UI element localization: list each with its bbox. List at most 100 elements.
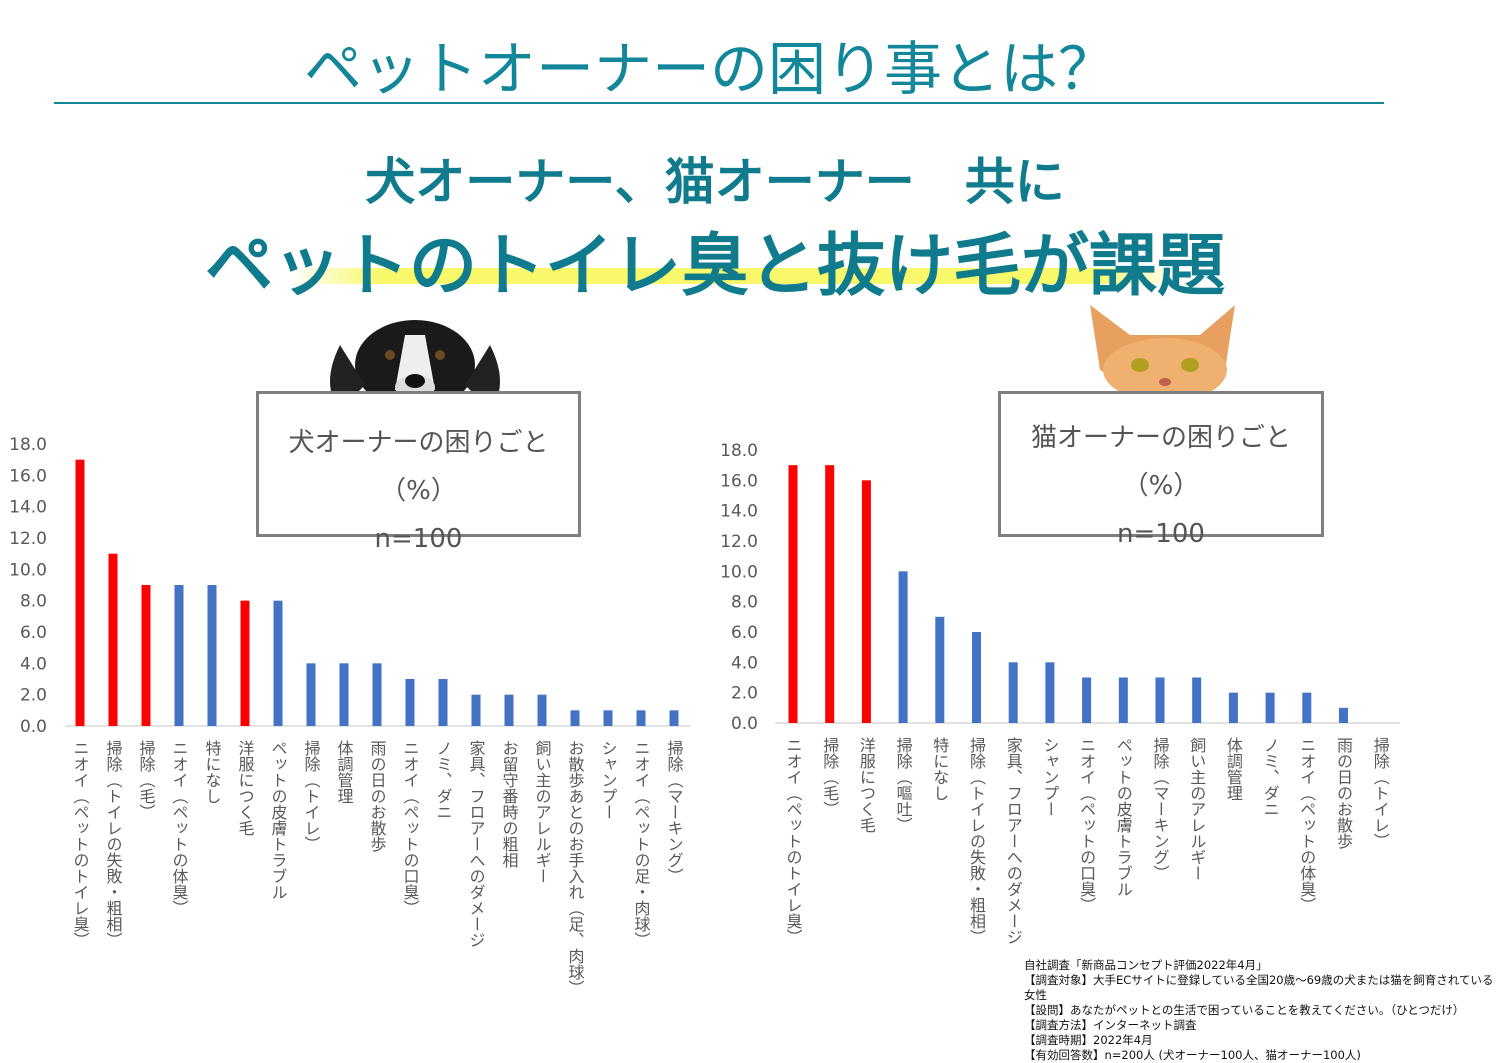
cat-y-tick-label: 14.0: [720, 502, 758, 522]
cat-bar: [788, 465, 798, 723]
dog-y-tick-label: 16.0: [9, 466, 47, 486]
cat-bar: [1082, 677, 1092, 723]
subtitle: 犬オーナー、猫オーナー 共に: [365, 153, 1065, 211]
cat-x-tick-label: シャンプー: [1040, 737, 1059, 817]
cat-x-tick-label: 掃除（嘔吐）: [894, 737, 913, 833]
dog-x-tick-label: ニオイ（ペットの口臭）: [401, 740, 420, 916]
cat-bar: [1228, 692, 1238, 723]
cat-y-tick-label: 0.0: [731, 714, 758, 734]
dog-y-tick-label: 12.0: [9, 529, 47, 549]
dog-x-tick-label: 雨の日のお散歩: [368, 740, 387, 852]
cat-x-tick-label: 掃除（トイレ）: [1371, 737, 1390, 849]
dog-y-tick-label: 2.0: [20, 686, 47, 706]
note-line: 【調査対象】大手ECサイトに登録している全国20歳～69歳の犬または猫を飼育され…: [1024, 973, 1494, 1002]
dog-y-tick-label: 14.0: [9, 498, 47, 518]
dog-y-tick-label: 10.0: [9, 560, 47, 580]
highlight-marker: [292, 268, 1182, 284]
cat-bar: [1302, 692, 1312, 723]
cat-x-tick-label: ノミ、ダニ: [1261, 737, 1280, 817]
cat-bar: [1265, 692, 1275, 723]
dog-bar: [75, 459, 85, 726]
dog-x-tick-label: ニオイ（ペットのトイレ臭）: [71, 740, 90, 948]
dog-x-tick-label: ニオイ（ペットの足・肉球）: [632, 740, 651, 948]
cat-bar: [1118, 677, 1128, 723]
dog-bar: [306, 663, 316, 726]
cat-y-tick-label: 4.0: [731, 653, 758, 673]
cat-x-tick-label: 掃除（トイレの失敗・粗相）: [967, 737, 986, 945]
cat-x-tick-label: 洋服につく毛: [857, 737, 876, 833]
cat-bar: [825, 465, 835, 723]
cat-x-tick-label: ペットの皮膚トラブル: [1114, 737, 1133, 897]
cat-chart-title: 猫オーナーの困りごと（%）: [1030, 423, 1291, 501]
dog-bar: [438, 679, 448, 726]
dog-x-tick-label: ニオイ（ペットの体臭）: [170, 740, 189, 916]
cat-y-tick-label: 16.0: [720, 471, 758, 491]
cat-x-tick-label: 特になし: [930, 737, 949, 801]
cat-x-tick-label: 家具、フロアーへのダメージ: [1004, 737, 1023, 945]
cat-x-tick-label: 雨の日のお散歩: [1334, 737, 1353, 849]
note-line: 【調査方法】インターネット調査: [1024, 1018, 1197, 1032]
cat-y-tick-label: 18.0: [720, 441, 758, 461]
dog-bar: [174, 585, 184, 726]
cat-y-tick-label: 10.0: [720, 562, 758, 582]
cat-bar: [1008, 662, 1018, 723]
note-line: 【設問】あなたがペットとの生活で困っていることを教えてください。（ひとつだけ）: [1024, 1003, 1465, 1017]
cat-bar: [861, 480, 871, 723]
dog-y-tick-label: 8.0: [20, 592, 47, 612]
cat-x-tick-label: ニオイ（ペットの体臭）: [1297, 737, 1316, 913]
cat-x-tick-label: 飼い主のアレルギー: [1187, 737, 1206, 881]
page-title: ペットオーナーの困り事とは？: [303, 35, 1116, 103]
cat-y-tick-label: 2.0: [731, 684, 758, 704]
cat-chart-legend-box: 猫オーナーの困りごと（%） n=100: [998, 391, 1324, 549]
cat-bar: [1339, 707, 1348, 723]
dog-chart-title: 犬オーナーの困りごと（%）: [288, 428, 549, 506]
cat-y-tick-label: 12.0: [720, 532, 758, 552]
title-divider: [54, 102, 1384, 104]
dog-x-tick-label: 飼い主のアレルギー: [533, 740, 552, 884]
dog-bar: [207, 585, 217, 726]
cat-y-tick-label: 8.0: [731, 593, 758, 613]
dog-y-tick-label: 18.0: [9, 435, 47, 455]
dog-x-tick-label: 洋服につく毛: [236, 740, 255, 836]
cat-x-tick-label: 掃除（毛）: [820, 737, 839, 817]
cat-y-tick-label: 6.0: [731, 623, 758, 643]
dog-bar: [372, 663, 382, 726]
dog-bar: [471, 694, 481, 726]
dog-bar: [669, 710, 679, 726]
cat-bar: [898, 571, 908, 723]
cat-bar: [1155, 677, 1165, 723]
dog-x-tick-label: 掃除（毛）: [137, 740, 156, 820]
dog-x-tick-label: シャンプー: [599, 740, 618, 820]
dog-bar: [141, 585, 151, 726]
dog-x-tick-label: 特になし: [203, 740, 222, 804]
dog-chart-legend-box: 犬オーナーの困りごと（%） n=100: [256, 391, 581, 554]
cat-chart-n: n=100: [1117, 519, 1205, 549]
dog-y-tick-label: 4.0: [20, 654, 47, 674]
dog-bar: [273, 600, 283, 726]
dog-y-tick-label: 0.0: [20, 717, 47, 737]
cat-x-tick-label: 掃除（マーキング）: [1151, 737, 1170, 881]
dog-bar: [603, 710, 613, 726]
dog-bar: [240, 600, 250, 726]
dog-x-tick-label: 掃除（トイレ）: [302, 740, 321, 852]
dog-bar: [108, 553, 118, 726]
cat-image: [1090, 305, 1235, 395]
cat-bar: [1192, 677, 1202, 723]
dog-chart-n: n=100: [374, 524, 463, 554]
cat-bar: [935, 616, 945, 723]
dog-bar: [636, 710, 646, 726]
dog-x-tick-label: 体調管理: [335, 740, 354, 804]
dog-bar: [405, 679, 415, 726]
note-line: 【調査時期】2022年4月: [1024, 1033, 1153, 1047]
cat-bar: [972, 632, 981, 723]
dog-bar: [339, 663, 349, 726]
dog-x-tick-label: お散歩あとのお手入れ（足、肉球）: [566, 740, 585, 996]
survey-notes: 自社調査「新商品コンセプト評価2022年4月」 【調査対象】大手ECサイトに登録…: [1024, 958, 1500, 1063]
cat-x-tick-label: ニオイ（ペットの口臭）: [1077, 737, 1096, 913]
dog-x-tick-label: ペットの皮膚トラブル: [269, 740, 288, 900]
dog-x-tick-label: ノミ、ダニ: [434, 740, 453, 820]
dog-y-tick-label: 6.0: [20, 623, 47, 643]
dog-bar: [504, 694, 514, 726]
dog-x-tick-label: お留守番時の粗相: [500, 740, 519, 868]
